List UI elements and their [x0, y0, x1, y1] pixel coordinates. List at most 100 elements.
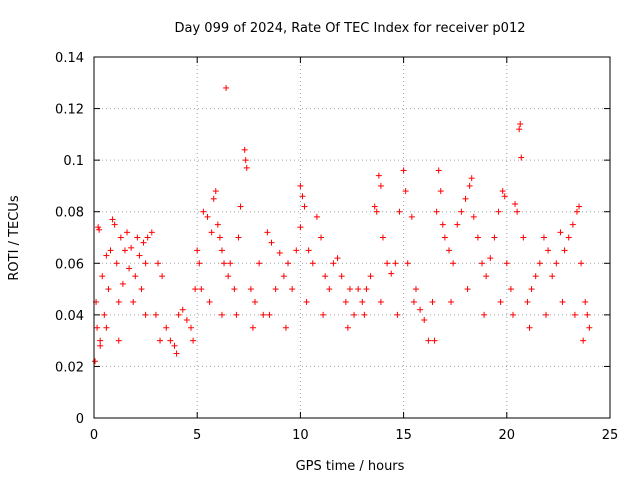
- y-tick-label: 0.1: [63, 154, 84, 169]
- data-point: [119, 280, 126, 287]
- data-point: [466, 182, 473, 189]
- data-point: [330, 260, 337, 267]
- data-point: [115, 298, 122, 305]
- y-tick-label: 0: [76, 412, 84, 427]
- data-point: [338, 273, 345, 280]
- data-point: [495, 208, 502, 215]
- data-point: [435, 167, 442, 174]
- data-point: [237, 203, 244, 210]
- data-point: [297, 224, 304, 231]
- data-point: [289, 286, 296, 293]
- data-point: [543, 311, 550, 318]
- data-point: [573, 208, 580, 215]
- data-point: [256, 260, 263, 267]
- data-point: [516, 126, 523, 133]
- data-point: [208, 229, 215, 236]
- data-point: [175, 311, 182, 318]
- data-point: [303, 298, 310, 305]
- data-point: [322, 273, 329, 280]
- data-point: [481, 311, 488, 318]
- data-point: [346, 286, 353, 293]
- data-point: [134, 234, 141, 241]
- data-point: [216, 234, 223, 241]
- data-point: [394, 311, 401, 318]
- data-point: [115, 337, 122, 344]
- data-point: [578, 260, 585, 267]
- data-point: [159, 273, 166, 280]
- data-point: [204, 213, 211, 220]
- data-point: [373, 208, 380, 215]
- data-point: [111, 221, 118, 228]
- data-point: [458, 208, 465, 215]
- data-point: [124, 229, 131, 236]
- data-point: [487, 255, 494, 262]
- data-point: [194, 247, 201, 254]
- plot-frame: [93, 56, 611, 419]
- data-point: [179, 306, 186, 313]
- data-point: [212, 188, 219, 195]
- data-point: [241, 146, 248, 153]
- data-point: [468, 175, 475, 182]
- y-axis-label: ROTI / TECUs: [7, 195, 22, 280]
- data-point: [192, 286, 199, 293]
- data-point: [561, 247, 568, 254]
- data-point: [367, 273, 374, 280]
- data-point: [251, 298, 258, 305]
- data-point: [503, 260, 510, 267]
- data-point: [157, 337, 164, 344]
- data-point: [96, 226, 103, 233]
- data-point: [379, 234, 386, 241]
- data-point: [276, 249, 283, 256]
- data-point: [441, 234, 448, 241]
- data-point: [101, 311, 108, 318]
- data-point: [247, 286, 254, 293]
- data-point: [99, 273, 106, 280]
- data-point: [183, 317, 190, 324]
- x-tick-label: 5: [193, 428, 201, 443]
- data-point: [497, 298, 504, 305]
- data-point: [198, 286, 205, 293]
- data-point: [326, 286, 333, 293]
- data-point: [152, 311, 159, 318]
- x-axis-label: GPS time / hours: [296, 459, 405, 474]
- x-tick-label: 0: [90, 428, 98, 443]
- data-point: [412, 286, 419, 293]
- data-point: [584, 311, 591, 318]
- data-point: [318, 234, 325, 241]
- data-point: [408, 213, 415, 220]
- data-point: [540, 234, 547, 241]
- data-point: [586, 324, 593, 331]
- data-point: [268, 239, 275, 246]
- y-tick-label: 0.08: [55, 206, 84, 221]
- data-point: [431, 337, 438, 344]
- data-point: [280, 273, 287, 280]
- data-point: [582, 298, 589, 305]
- data-point: [136, 252, 143, 259]
- data-point: [518, 154, 525, 161]
- data-point: [514, 208, 521, 215]
- data-point: [520, 234, 527, 241]
- data-point: [188, 324, 195, 331]
- data-point: [94, 324, 101, 331]
- data-point: [536, 260, 543, 267]
- data-point: [144, 234, 151, 241]
- data-point: [499, 188, 506, 195]
- data-point: [446, 247, 453, 254]
- data-point: [130, 298, 137, 305]
- data-point: [218, 247, 225, 254]
- data-point: [260, 311, 267, 318]
- data-point: [128, 244, 135, 251]
- data-point: [429, 298, 436, 305]
- data-point: [264, 229, 271, 236]
- data-point: [437, 188, 444, 195]
- data-point: [285, 260, 292, 267]
- data-point: [425, 337, 432, 344]
- data-point: [569, 221, 576, 228]
- y-tick-label: 0.14: [55, 51, 84, 66]
- data-point: [576, 203, 583, 210]
- data-point: [400, 167, 407, 174]
- data-point: [107, 247, 114, 254]
- data-point: [190, 337, 197, 344]
- data-point: [233, 311, 240, 318]
